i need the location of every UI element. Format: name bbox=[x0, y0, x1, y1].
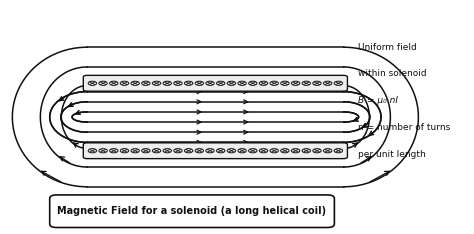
FancyBboxPatch shape bbox=[83, 75, 347, 91]
Text: Uniform field: Uniform field bbox=[358, 43, 417, 51]
Text: Magnetic Field for a solenoid (a long helical coil): Magnetic Field for a solenoid (a long he… bbox=[57, 206, 327, 216]
Text: per unit length: per unit length bbox=[358, 150, 426, 159]
Text: B = μ₀ nI: B = μ₀ nI bbox=[358, 96, 398, 105]
FancyBboxPatch shape bbox=[50, 195, 334, 227]
Text: n = number of turns: n = number of turns bbox=[358, 123, 450, 132]
FancyBboxPatch shape bbox=[83, 143, 347, 159]
Text: within solenoid: within solenoid bbox=[358, 69, 426, 78]
